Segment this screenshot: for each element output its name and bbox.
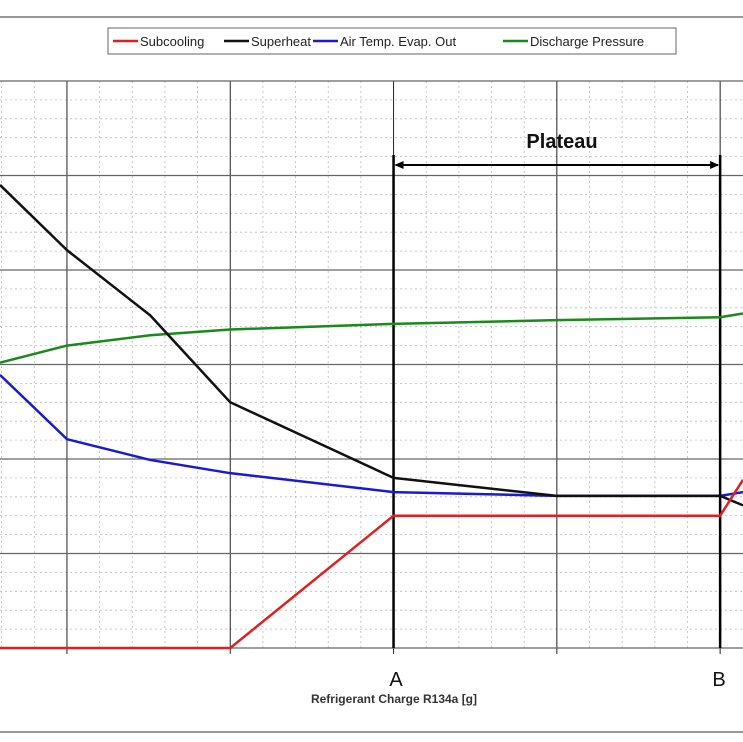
legend-box bbox=[107, 27, 677, 55]
legend-label: Superheat bbox=[251, 34, 311, 49]
legend: Subcooling Superheat Air Temp. Evap. Out Di… bbox=[107, 27, 677, 55]
ab-markers bbox=[392, 155, 722, 648]
series-lines bbox=[0, 184, 743, 650]
grid bbox=[0, 80, 743, 654]
plateau-arrow-left-head bbox=[394, 161, 404, 169]
legend-label: Air Temp. Evap. Out bbox=[340, 34, 456, 49]
marker-label-a: A bbox=[389, 669, 403, 691]
plateau-arrow-right-head bbox=[710, 161, 720, 169]
marker-label-b: B bbox=[712, 669, 725, 691]
series-line-superheat bbox=[0, 184, 743, 507]
series-line-subcooling bbox=[0, 479, 743, 650]
legend-label: Discharge Pressure bbox=[530, 34, 644, 49]
plateau-label: Plateau bbox=[526, 131, 597, 153]
x-axis-label: Refrigerant Charge R134a [g] bbox=[311, 692, 477, 706]
legend-label: Subcooling bbox=[140, 34, 204, 49]
series-line-discharge-pressure bbox=[0, 312, 743, 364]
